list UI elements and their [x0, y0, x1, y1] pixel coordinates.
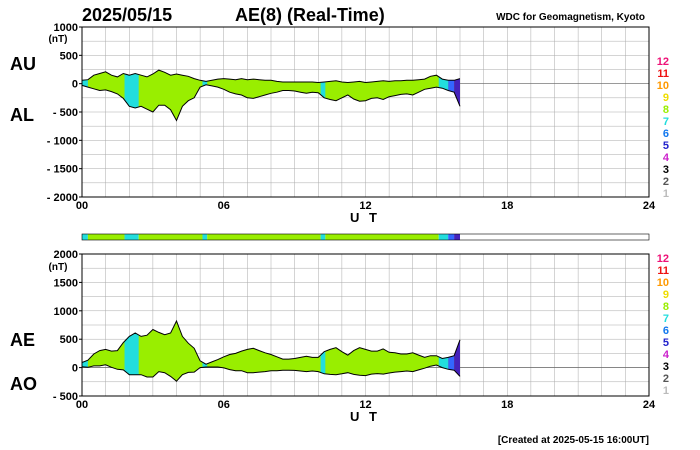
x-axis-label-ae-ao: U T [350, 409, 380, 424]
activity-strip [454, 321, 460, 382]
y-tick-label: - 500 [53, 391, 78, 403]
y-unit-au-al: (nT) [49, 34, 68, 45]
activity-bar-segment [325, 234, 439, 240]
chart-title: AE(8) (Real-Time) [235, 5, 385, 25]
legend-level: 12 [657, 253, 669, 265]
y-tick-label: 1000 [54, 22, 78, 34]
created-timestamp: [Created at 2025-05-15 16:00UT] [498, 435, 649, 446]
y-tick-label: 1500 [54, 277, 78, 289]
panel-au-al: 1000 500 0 - 500 - 1000 - 1500 - 2000 00 06 12 18… [10, 22, 656, 225]
legend-level: 7 [663, 313, 669, 325]
legend-level: 8 [663, 301, 669, 313]
legend-level: 3 [663, 361, 669, 373]
y-tick-label: - 1500 [47, 164, 78, 176]
legend-level: 1 [663, 188, 669, 200]
legend-level: 11 [657, 68, 669, 80]
activity-strip [320, 70, 326, 121]
organization-label: WDC for Geomagnetism, Kyoto [496, 12, 645, 23]
x-ticks-au-al: 00 06 12 18 24 [76, 200, 656, 212]
x-ticks-ae-ao: 00 06 12 18 24 [76, 399, 656, 411]
activity-bar-segment [202, 234, 208, 240]
legend-level: 4 [663, 349, 670, 361]
activity-bar-frame [81, 233, 650, 241]
legend-level: 10 [657, 277, 669, 289]
legend-level: 7 [663, 116, 669, 128]
activity-bar-segment [320, 234, 326, 240]
activity-bar-segment [82, 234, 88, 240]
x-tick-label: 06 [218, 200, 230, 212]
x-tick-label: 06 [218, 399, 230, 411]
y-tick-label: 500 [60, 50, 78, 62]
line-ae [81, 319, 461, 365]
series-label-au: AU [10, 54, 36, 74]
panel-ae-ao: 2000 1500 1000 500 0 - 500 00 06 12 18 24 (nT) AE… [10, 249, 656, 424]
series-label-ao: AO [10, 374, 37, 394]
legend-level: 10 [657, 80, 669, 92]
y-tick-label: 1000 [54, 306, 78, 318]
legend-level: 1 [663, 385, 669, 397]
grid-au-al [82, 27, 649, 197]
x-tick-label: 18 [501, 200, 513, 212]
activity-bar-segment [448, 234, 455, 240]
panel-frame-ae-ao [81, 253, 650, 397]
legend-level: 5 [663, 337, 669, 349]
date-label: 2025/05/15 [82, 5, 172, 25]
x-tick-label: 12 [359, 200, 371, 212]
legend-level: 4 [663, 152, 670, 164]
x-axis-label-au-al: U T [350, 210, 380, 225]
series-label-ae: AE [10, 330, 35, 350]
activity-bar-segment [207, 234, 321, 240]
activity-bar-segment [138, 234, 203, 240]
legend-level: 9 [663, 92, 669, 104]
legend-level: 6 [663, 128, 669, 140]
legend-level: 8 [663, 104, 669, 116]
line-au [81, 69, 461, 84]
y-tick-label: 0 [72, 363, 78, 375]
y-tick-label: 2000 [54, 249, 78, 261]
activity-bar-segment [438, 234, 449, 240]
y-tick-label: 500 [60, 334, 78, 346]
line-al [81, 84, 461, 122]
y-tick-label: 0 [72, 79, 78, 91]
x-tick-label: 12 [359, 399, 371, 411]
legend-level: 2 [663, 176, 669, 188]
legend-level: 11 [657, 265, 669, 277]
line-ao [81, 364, 461, 382]
y-unit-ae-ao: (nT) [49, 262, 68, 273]
series-label-al: AL [10, 105, 34, 125]
legend-level: 12 [657, 56, 669, 68]
area-ae-ao [82, 321, 460, 382]
legend-level: 5 [663, 140, 669, 152]
y-tick-label: - 1000 [47, 135, 78, 147]
legend-level: 3 [663, 164, 669, 176]
x-tick-label: 24 [643, 399, 656, 411]
legend-level: 6 [663, 325, 669, 337]
x-tick-label: 24 [643, 200, 656, 212]
activity-bar-segment [454, 234, 460, 240]
y-ticks-ae-ao: 2000 1500 1000 500 0 - 500 [53, 249, 82, 403]
legend-level: 9 [663, 289, 669, 301]
activity-bar-segment [87, 234, 125, 240]
legend-level: 2 [663, 373, 669, 385]
y-tick-label: - 2000 [47, 192, 78, 204]
x-tick-label: 18 [501, 399, 513, 411]
x-tick-label: 00 [76, 200, 88, 212]
activity-bar [81, 233, 650, 241]
y-ticks-au-al: 1000 500 0 - 500 - 1000 - 1500 - 2000 [47, 22, 82, 204]
x-tick-label: 00 [76, 399, 88, 411]
y-tick-label: - 500 [53, 107, 78, 119]
activity-bar-segment [124, 234, 139, 240]
activity-strip [454, 70, 460, 121]
